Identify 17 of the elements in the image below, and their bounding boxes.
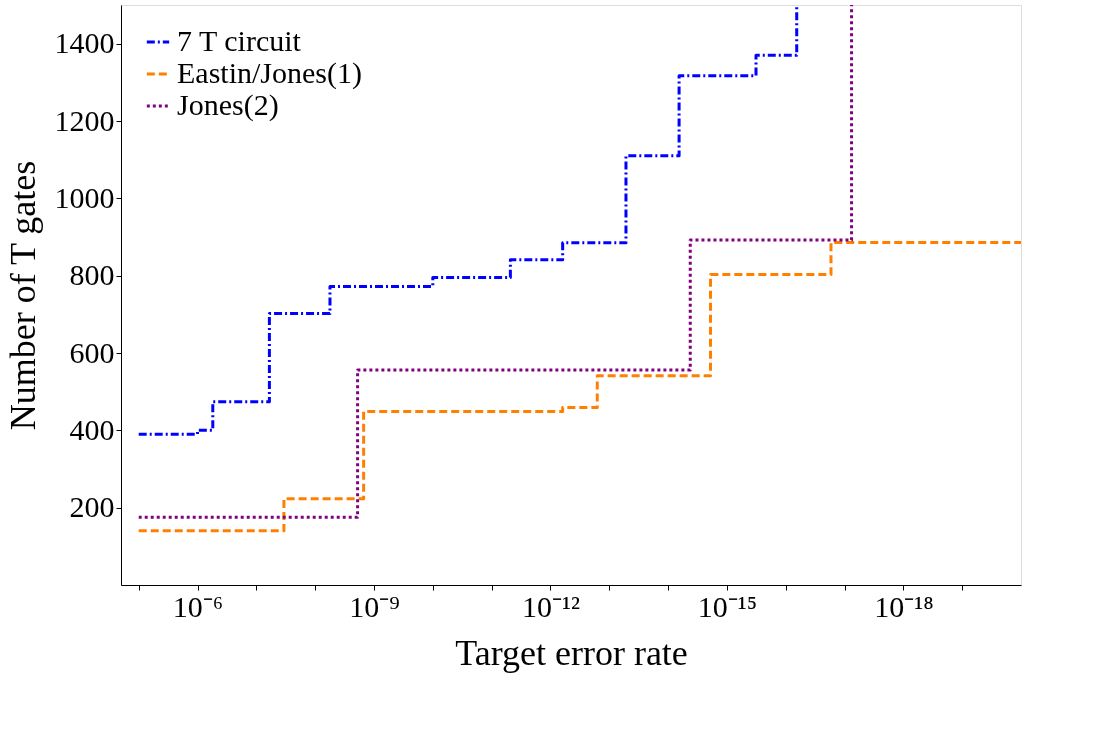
y-tick-label: 800 xyxy=(69,258,115,292)
y-tick-label: 200 xyxy=(69,490,115,524)
x-tick-label: 10⁻¹⁵ xyxy=(697,589,758,623)
x-tick-label: 10⁻⁹ xyxy=(349,589,400,623)
legend-label: Eastin/Jones(1) xyxy=(177,56,362,90)
y-tick-label: 1200 xyxy=(54,103,115,137)
y-tick-label: 1400 xyxy=(54,26,115,60)
y-tick-label: 400 xyxy=(69,412,115,446)
y-axis-title: Number of T gates xyxy=(2,160,43,431)
legend-label: 7 T circuit xyxy=(177,24,302,57)
y-tick-label: 600 xyxy=(69,335,115,369)
x-tick-label: 10⁻¹⁸ xyxy=(874,589,934,623)
x-tick-label: 10⁻¹² xyxy=(521,589,580,623)
legend-label: Jones(2) xyxy=(177,88,279,122)
x-tick-label: 10⁻⁶ xyxy=(172,589,224,623)
x-axis-title: Target error rate xyxy=(455,632,688,673)
y-tick-label: 1000 xyxy=(54,180,115,214)
